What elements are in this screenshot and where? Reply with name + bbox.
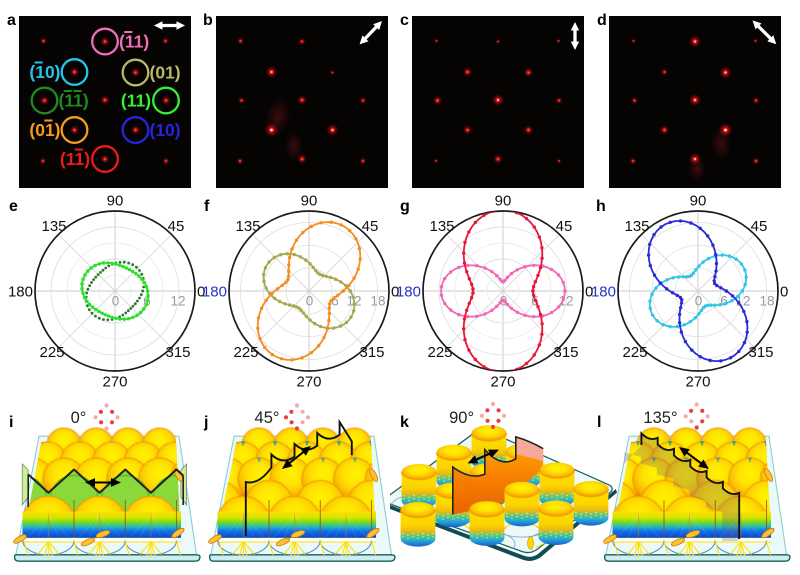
svg-text:(10): (10) — [150, 120, 181, 140]
svg-text:0: 0 — [780, 284, 788, 301]
svg-text:180: 180 — [591, 284, 616, 301]
svg-text:(01): (01) — [150, 62, 181, 82]
svg-text:315: 315 — [553, 344, 578, 361]
svg-text:(11): (11) — [121, 90, 151, 110]
svg-text:(11): (11) — [60, 149, 90, 169]
svg-text:0: 0 — [391, 284, 399, 301]
svg-text:225: 225 — [427, 344, 452, 361]
svg-text:90: 90 — [689, 193, 706, 210]
svg-text:0: 0 — [112, 294, 120, 309]
svg-text:315: 315 — [748, 344, 773, 361]
svg-text:0: 0 — [306, 294, 314, 309]
svg-text:6: 6 — [331, 294, 339, 309]
svg-text:0: 0 — [694, 294, 702, 309]
svg-text:0: 0 — [585, 284, 593, 301]
svg-text:18: 18 — [370, 294, 385, 309]
svg-text:180: 180 — [8, 284, 33, 301]
svg-text:180: 180 — [202, 284, 227, 301]
svg-text:45°: 45° — [255, 409, 280, 427]
svg-text:(01): (01) — [30, 120, 61, 140]
svg-text:270: 270 — [685, 374, 710, 391]
svg-text:90: 90 — [495, 193, 512, 210]
svg-text:180: 180 — [396, 284, 421, 301]
svg-text:135: 135 — [42, 218, 67, 235]
svg-text:45: 45 — [361, 218, 378, 235]
svg-text:315: 315 — [166, 344, 191, 361]
svg-text:225: 225 — [233, 344, 258, 361]
svg-text:90: 90 — [300, 193, 317, 210]
svg-text:270: 270 — [103, 374, 128, 391]
svg-text:135°: 135° — [643, 409, 677, 427]
svg-text:(10): (10) — [30, 62, 61, 82]
svg-text:12: 12 — [171, 294, 186, 309]
svg-text:315: 315 — [359, 344, 384, 361]
svg-text:(11): (11) — [59, 90, 89, 110]
svg-text:135: 135 — [624, 218, 649, 235]
svg-text:0°: 0° — [71, 409, 87, 427]
svg-text:270: 270 — [296, 374, 321, 391]
svg-text:(11): (11) — [119, 31, 149, 51]
svg-text:45: 45 — [168, 218, 185, 235]
svg-text:45: 45 — [556, 218, 573, 235]
svg-text:90: 90 — [107, 193, 124, 210]
svg-text:18: 18 — [759, 294, 774, 309]
svg-text:45: 45 — [750, 218, 767, 235]
svg-text:135: 135 — [235, 218, 260, 235]
svg-text:270: 270 — [490, 374, 515, 391]
svg-text:0: 0 — [197, 284, 205, 301]
svg-text:6: 6 — [720, 294, 728, 309]
svg-text:90°: 90° — [449, 409, 474, 427]
svg-text:135: 135 — [429, 218, 454, 235]
svg-text:225: 225 — [40, 344, 65, 361]
svg-text:12: 12 — [558, 294, 573, 309]
svg-text:225: 225 — [622, 344, 647, 361]
